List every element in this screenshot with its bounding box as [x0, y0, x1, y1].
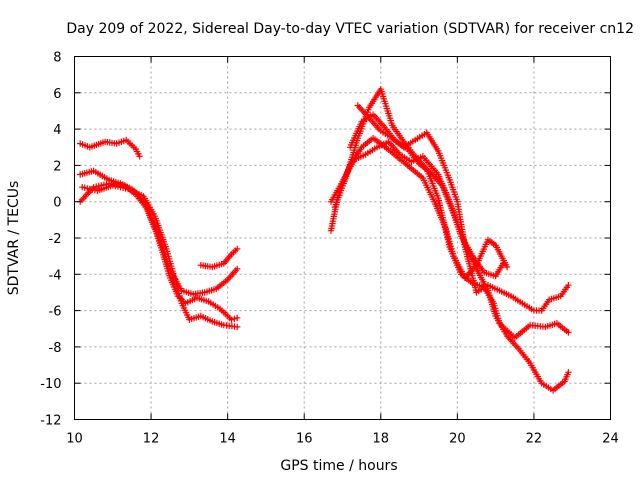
- y-tick-label: -4: [49, 268, 62, 283]
- y-tick-label: -10: [40, 377, 61, 392]
- series-markers: [347, 111, 572, 394]
- x-tick-label: 12: [143, 432, 160, 447]
- y-tick-label: 0: [53, 196, 61, 211]
- y-axis-label: SDTVAR / TECUs: [6, 181, 22, 296]
- series-track-4: [79, 182, 241, 331]
- grid: [74, 56, 611, 420]
- x-tick-label: 22: [526, 432, 543, 447]
- series-markers: [197, 245, 241, 271]
- y-tick-label: 8: [53, 51, 61, 66]
- series-line: [349, 113, 570, 392]
- y-tick-label: 6: [53, 87, 61, 102]
- x-tick-label: 24: [602, 432, 619, 447]
- series-markers: [77, 136, 143, 160]
- data-traces: [77, 86, 572, 394]
- x-tick-label: 20: [449, 432, 466, 447]
- x-tick-label: 14: [219, 432, 236, 447]
- chart-title: Day 209 of 2022, Sidereal Day-to-day VTE…: [66, 21, 634, 37]
- series-markers: [79, 182, 241, 331]
- y-tick-label: -6: [49, 305, 62, 320]
- x-axis-label: GPS time / hours: [280, 458, 397, 474]
- series-track-5: [197, 245, 241, 271]
- x-tick-label: 18: [373, 432, 390, 447]
- y-tick-label: -8: [49, 341, 62, 356]
- x-tick-label: 10: [66, 432, 83, 447]
- series-track-1: [77, 136, 143, 160]
- y-tick-label: -12: [40, 414, 61, 429]
- y-tick-label: -2: [49, 232, 62, 247]
- series-line: [79, 182, 238, 321]
- y-tick-label: 4: [53, 123, 61, 138]
- y-tick-label: 2: [53, 159, 61, 174]
- x-tick-label: 16: [296, 432, 313, 447]
- series-track-10: [347, 111, 572, 394]
